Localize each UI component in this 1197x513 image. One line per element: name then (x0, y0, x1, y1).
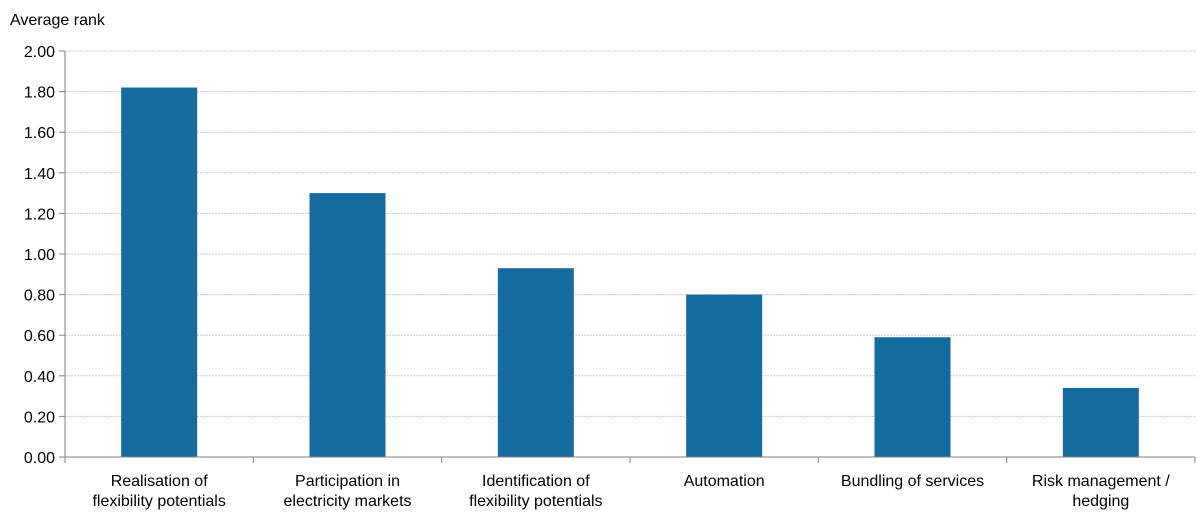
bars (121, 87, 1139, 457)
y-tick-label: 0.00 (24, 450, 55, 467)
y-tick-label: 0.40 (24, 369, 55, 386)
bar (686, 294, 763, 457)
y-tick-label: 1.40 (24, 166, 55, 183)
category-labels: Realisation of flexibility potentials Part… (92, 473, 1170, 510)
category-label-line: Identification of (482, 473, 590, 490)
category-label-line: Bundling of services (841, 473, 984, 490)
y-tick-label: 1.60 (24, 125, 55, 142)
category-label-line: flexibility potentials (469, 493, 602, 510)
category-label: Identification of flexibility potentials (469, 473, 602, 510)
category-label: Participation in electricity markets (283, 473, 411, 510)
bar (497, 268, 574, 457)
y-tick-labels: 0.00 0.20 0.40 0.60 0.80 1.00 1.20 1.40 1.60 1.80… (24, 44, 55, 467)
category-label: Realisation of flexibility potentials (92, 473, 225, 510)
category-label-line: hedging (1072, 493, 1129, 510)
gridlines (65, 50, 1195, 417)
y-tick-label: 0.60 (24, 328, 55, 345)
bar (309, 193, 386, 457)
category-label-line: flexibility potentials (92, 493, 225, 510)
bar (121, 87, 198, 457)
axes (59, 50, 1196, 463)
bar (874, 337, 951, 457)
category-label-line: Risk management / (1032, 473, 1170, 490)
y-tick-label: 1.20 (24, 206, 55, 223)
y-axis-label: Average rank (10, 12, 106, 29)
category-label-line: Participation in (295, 473, 400, 490)
category-label-line: Realisation of (111, 473, 209, 490)
bar (1062, 387, 1139, 457)
y-tick-label: 1.00 (24, 247, 55, 264)
category-label: Risk management / hedging (1032, 473, 1170, 510)
category-label: Automation (684, 473, 765, 490)
y-tick-label: 2.00 (24, 44, 55, 61)
category-label-line: electricity markets (283, 493, 411, 510)
y-tick-label: 0.80 (24, 288, 55, 305)
y-tick-label: 0.20 (24, 409, 55, 426)
category-label-line: Automation (684, 473, 765, 490)
category-label: Bundling of services (841, 473, 984, 490)
y-tick-label: 1.80 (24, 85, 55, 102)
